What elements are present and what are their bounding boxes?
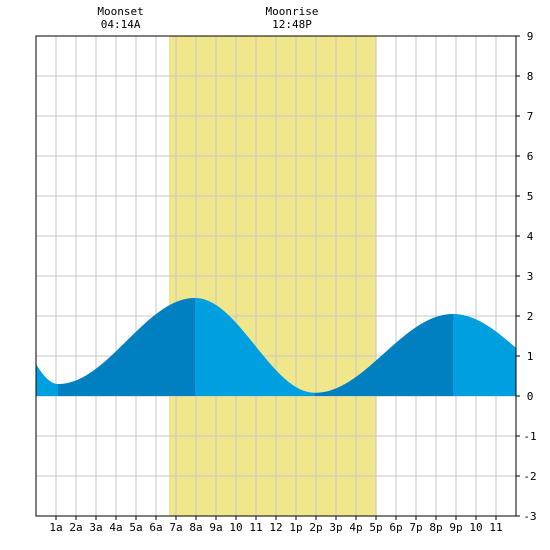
moonset-title: Moonset — [97, 5, 143, 18]
x-tick-label: 2p — [309, 521, 322, 534]
x-tick-label: 1a — [49, 521, 62, 534]
x-tick-label: 7a — [169, 521, 182, 534]
x-tick-label: 5p — [369, 521, 382, 534]
x-tick-label: 11 — [249, 521, 262, 534]
x-tick-label: 7p — [409, 521, 422, 534]
x-tick-label: 12 — [269, 521, 282, 534]
x-tick-label: 9p — [449, 521, 462, 534]
y-tick-label: 4 — [527, 230, 534, 243]
x-tick-label: 8p — [429, 521, 442, 534]
x-tick-label: 3p — [329, 521, 342, 534]
y-tick-label: 7 — [527, 110, 534, 123]
moonrise-time: 12:48P — [272, 18, 312, 31]
y-tick-label: 8 — [527, 70, 534, 83]
y-tick-label: 0 — [527, 390, 534, 403]
x-tick-label: 4a — [109, 521, 122, 534]
tide-falling-area — [453, 314, 516, 396]
tide-rising-area — [315, 314, 453, 396]
x-tick-label: 9a — [209, 521, 222, 534]
x-tick-label: 5a — [129, 521, 142, 534]
moonrise-title: Moonrise — [266, 5, 319, 18]
x-tick-label: 8a — [189, 521, 202, 534]
y-tick-label: -3 — [523, 510, 536, 523]
x-tick-label: 1p — [289, 521, 302, 534]
x-tick-label: 4p — [349, 521, 362, 534]
x-tick-label: 6p — [389, 521, 402, 534]
x-tick-label: 2a — [69, 521, 82, 534]
tide-falling-area — [36, 364, 58, 396]
tide-falling-area — [195, 298, 315, 396]
y-tick-label: 9 — [527, 30, 534, 43]
x-tick-label: 10 — [229, 521, 242, 534]
x-tick-label: 6a — [149, 521, 162, 534]
moonset-time: 04:14A — [101, 18, 141, 31]
y-tick-label: 1 — [527, 350, 534, 363]
x-tick-label: 10 — [469, 521, 482, 534]
y-tick-label: -1 — [523, 430, 536, 443]
x-tick-label: 11 — [489, 521, 502, 534]
y-tick-label: -2 — [523, 470, 536, 483]
y-tick-label: 6 — [527, 150, 534, 163]
tide-rising-area — [58, 298, 195, 396]
y-tick-label: 3 — [527, 270, 534, 283]
x-tick-label: 3a — [89, 521, 102, 534]
y-tick-label: 2 — [527, 310, 534, 323]
y-tick-label: 5 — [527, 190, 534, 203]
